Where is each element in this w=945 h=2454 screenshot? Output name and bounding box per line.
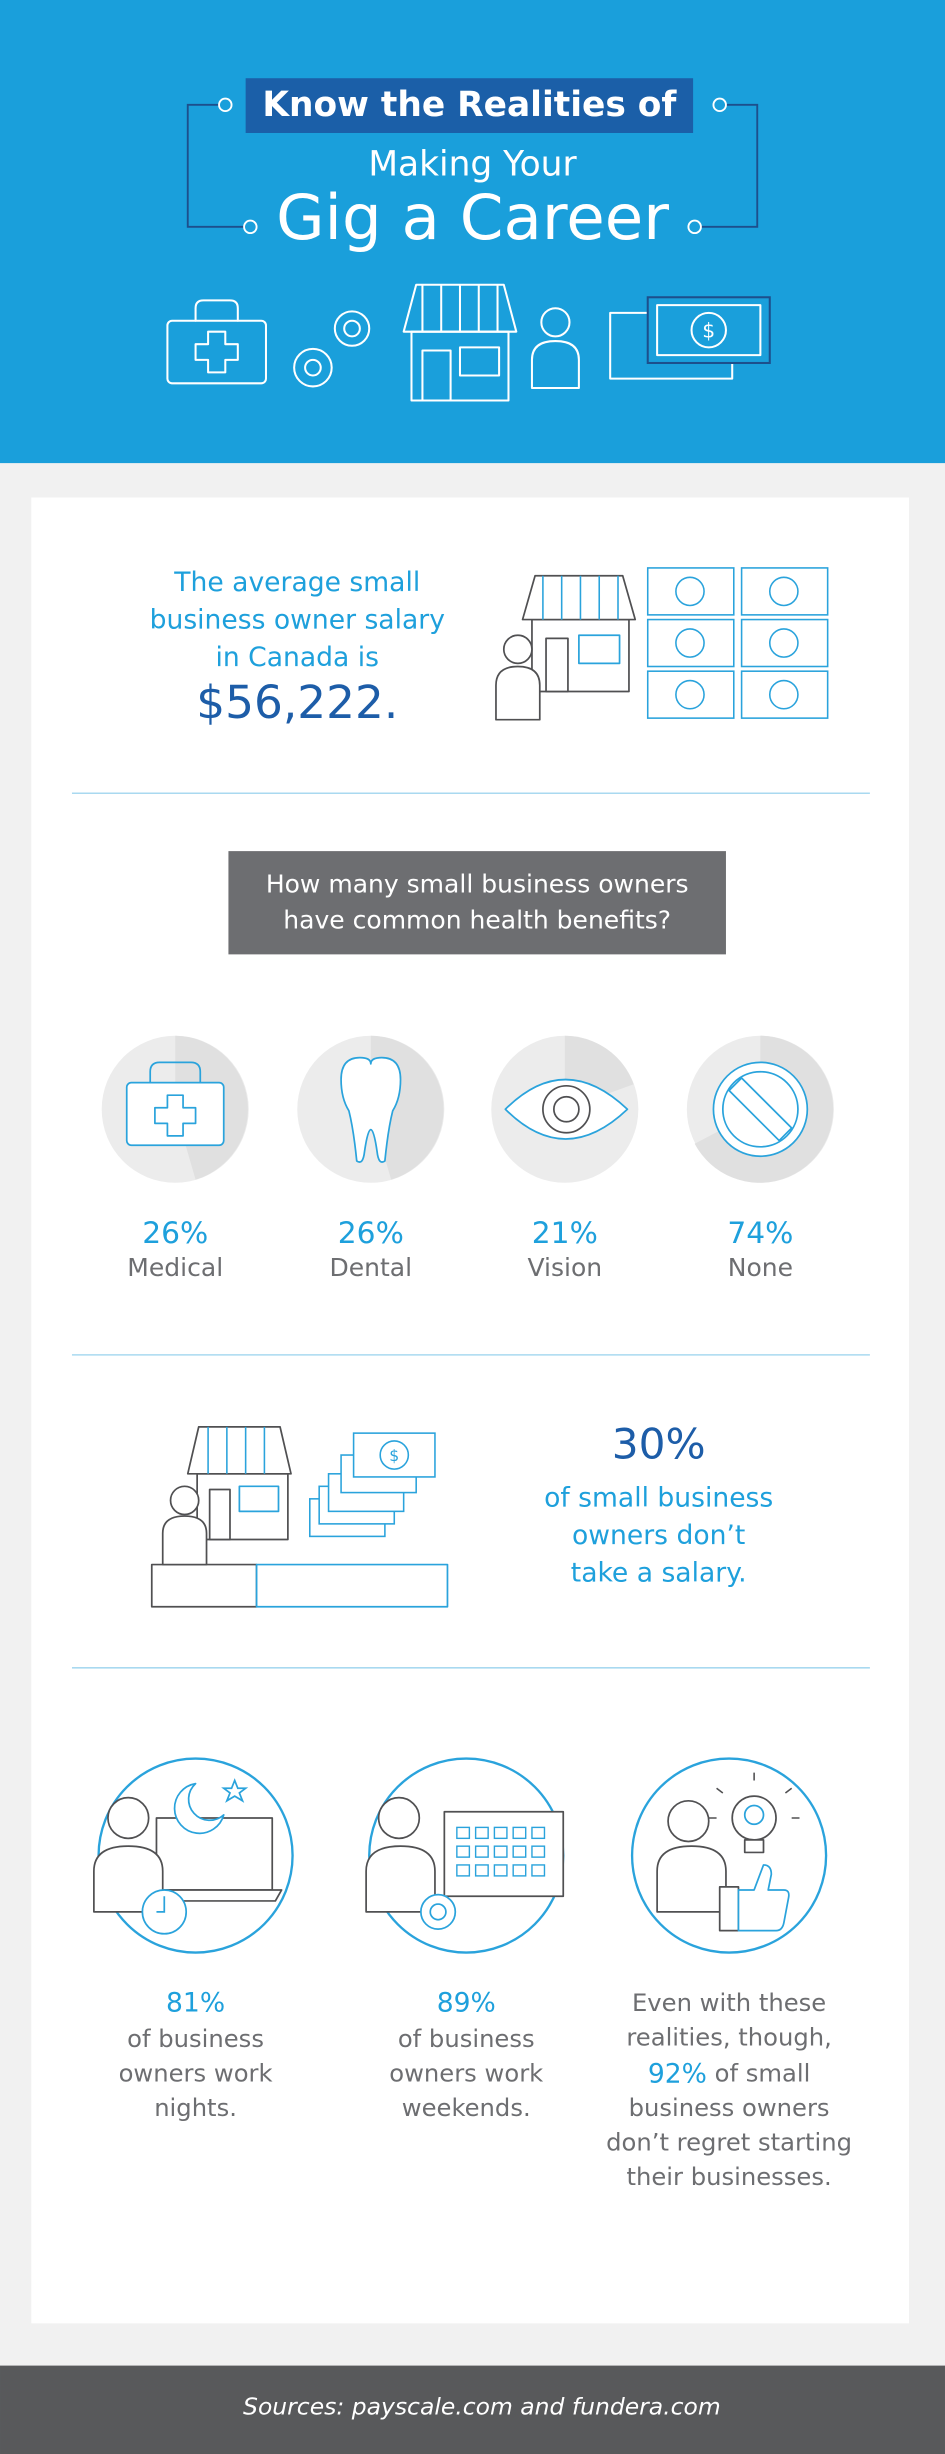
benefit-percent: 26% (338, 1216, 404, 1251)
hours-labels: 81% of business owners work nights. 89% of bu… (119, 1988, 544, 2122)
hours-line: weekends. (402, 2093, 531, 2122)
hours-icons (93, 1757, 828, 1954)
benefit-percent: 26% (142, 1216, 208, 1251)
hours-line: owners work (119, 2059, 273, 2088)
title: Gig a Career (276, 181, 669, 254)
svg-text:$: $ (389, 1446, 399, 1465)
hours-line: nights. (154, 2093, 237, 2122)
hours-line: owners work (389, 2059, 543, 2088)
no-salary-illustration: $ (150, 1426, 449, 1608)
question-box (228, 851, 726, 955)
salary-line: in Canada is (216, 642, 380, 673)
benefit-label: Dental (329, 1253, 412, 1282)
regret-line-rest: of small (707, 2059, 810, 2088)
salary-line: business owner salary (150, 605, 445, 636)
no-salary-line: owners don’t (572, 1520, 745, 1551)
benefit-label: None (728, 1253, 793, 1282)
benefit-icons (101, 1035, 834, 1183)
salary-line: The average small (173, 567, 420, 598)
benefit-label: Medical (127, 1253, 223, 1282)
regret-line: 92% of small (648, 2058, 810, 2089)
subtitle: Making Your (368, 144, 577, 184)
title-box-text: Know the Realities of (262, 85, 677, 125)
header-band (0, 0, 945, 464)
salary-illustration (495, 567, 829, 721)
footer-text: Sources: payscale.com and fundera.com (243, 2392, 721, 2420)
regret-percent: 92% (648, 2058, 707, 2089)
regret-line: business owners (629, 2093, 830, 2122)
regret-line: Even with these (632, 1988, 826, 2017)
regret-line: don’t regret starting (606, 2127, 852, 2156)
hours-percent: 81% (166, 1988, 225, 2019)
no-salary-percent: 30% (612, 1420, 706, 1469)
title-box (245, 78, 694, 133)
header-bracket (186, 97, 759, 235)
salary-amount: $56,222. (196, 676, 398, 729)
no-salary-line: take a salary. (571, 1557, 747, 1588)
footer-band (0, 2365, 945, 2454)
benefit-label: Vision (527, 1253, 602, 1282)
regret-line: realities, though, (626, 2023, 831, 2052)
no-salary-line: of small business (544, 1482, 773, 1513)
header-icons: $ (166, 283, 771, 402)
regret-line: their businesses. (627, 2162, 832, 2191)
hours-line: of business (127, 2024, 264, 2053)
question-line: have common health benefits? (283, 906, 671, 935)
hours-line: of business (398, 2024, 535, 2053)
dollar-icon: $ (702, 319, 715, 343)
benefit-percent: 21% (532, 1216, 598, 1251)
hours-percent: 89% (437, 1988, 496, 2019)
card (31, 497, 910, 2324)
question-line: How many small business owners (266, 870, 689, 899)
benefit-percent: 74% (727, 1216, 793, 1251)
